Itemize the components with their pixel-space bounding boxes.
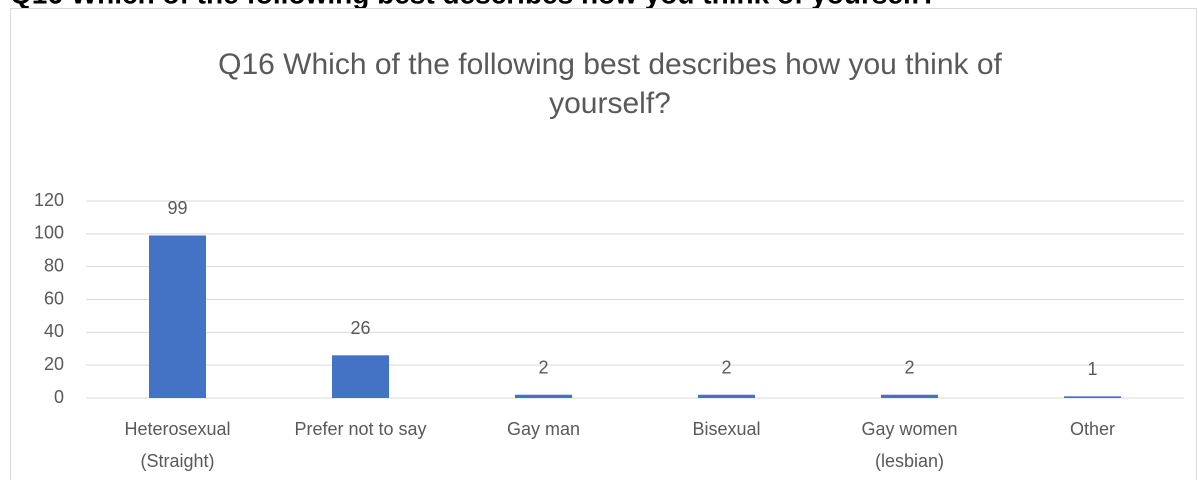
x-tick-label: (lesbian) <box>875 451 944 471</box>
data-label: 26 <box>350 318 370 338</box>
chart-title: Q16 Which of the following best describe… <box>218 48 1002 81</box>
data-label: 2 <box>538 357 548 377</box>
x-tick-label: (Straight) <box>140 451 214 471</box>
chart-frame <box>10 8 1197 484</box>
y-tick-label: 100 <box>34 223 64 243</box>
x-tick-label: Bisexual <box>692 419 760 439</box>
bar <box>149 235 206 398</box>
bar <box>881 394 938 398</box>
data-label: 1 <box>1087 359 1097 379</box>
y-tick-label: 60 <box>44 288 64 308</box>
x-tick-label: Heterosexual <box>124 419 230 439</box>
x-tick-label: Gay man <box>507 419 580 439</box>
y-tick-label: 120 <box>34 190 64 210</box>
bar <box>515 394 572 398</box>
bar <box>1064 396 1121 398</box>
bar <box>332 355 389 398</box>
data-label: 2 <box>904 357 914 377</box>
x-tick-label: Prefer not to say <box>294 419 426 439</box>
x-tick-label: Gay women <box>861 419 957 439</box>
data-label: 99 <box>167 198 187 218</box>
chart-title: yourself? <box>549 87 671 120</box>
data-label: 2 <box>721 357 731 377</box>
bar <box>698 394 755 398</box>
x-tick-label: Other <box>1070 419 1115 439</box>
page-heading: Q16 Which of the following best describe… <box>10 0 937 9</box>
y-tick-label: 20 <box>44 354 64 374</box>
y-tick-label: 80 <box>44 255 64 275</box>
y-tick-label: 0 <box>54 387 64 407</box>
y-tick-label: 40 <box>44 321 64 341</box>
